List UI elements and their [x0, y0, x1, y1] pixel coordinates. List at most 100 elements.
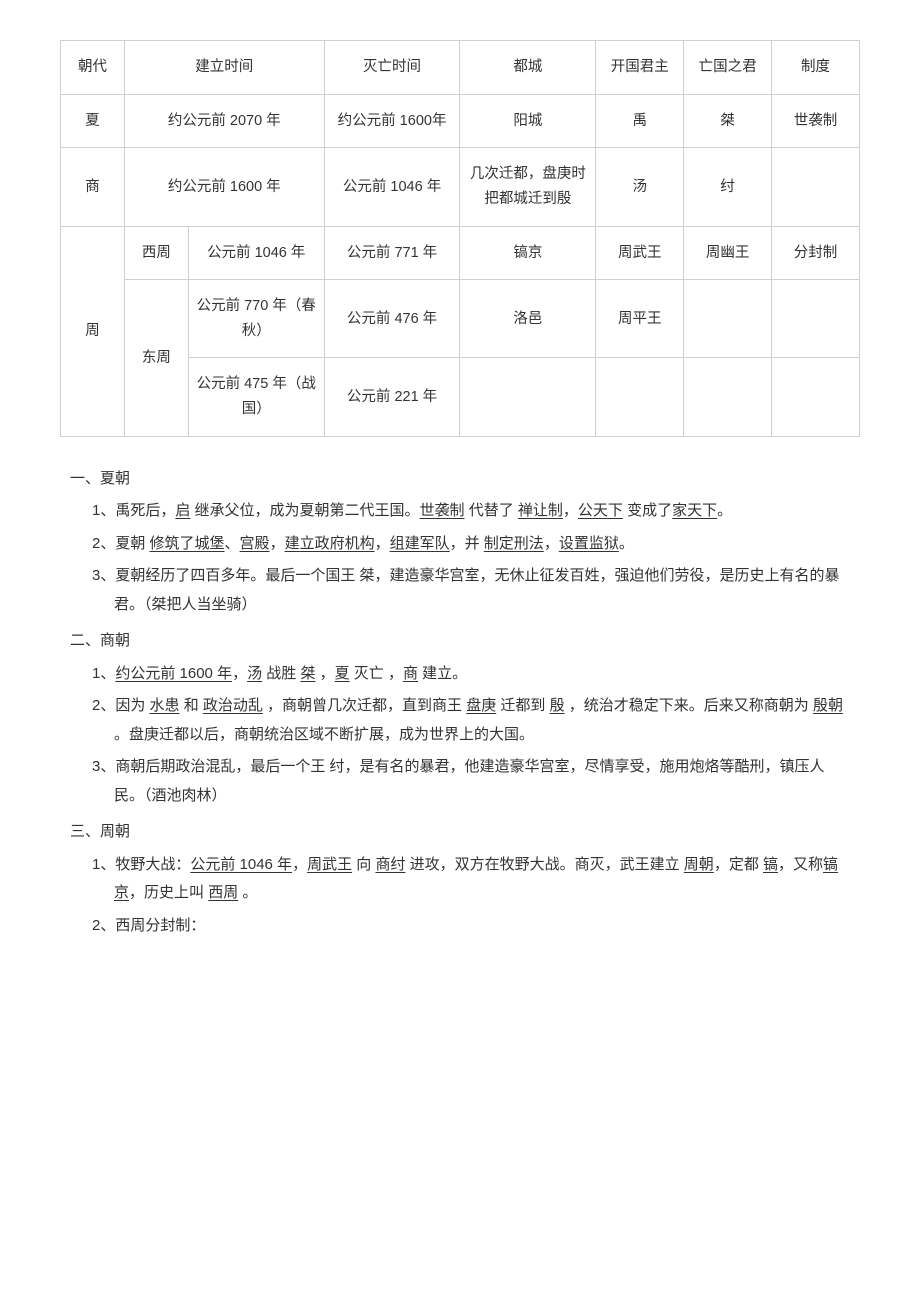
cell: 汤	[596, 148, 684, 226]
cell: 夏	[61, 94, 125, 148]
shang-item-1: 1、约公元前 1600 年，汤 战胜 桀 ，夏 灭亡 ，商 建立。	[92, 660, 850, 689]
txt: 向	[352, 856, 375, 873]
u: 商	[403, 665, 418, 682]
cell: 纣	[684, 148, 772, 226]
u: 周武王	[307, 856, 352, 873]
u: 商纣	[375, 856, 405, 873]
txt: ，	[544, 535, 559, 552]
u: 汤	[247, 665, 262, 682]
u: 公元前 1046 年	[190, 856, 292, 873]
u: 盘庚	[466, 697, 496, 714]
cell: 镐京	[460, 226, 596, 280]
txt: 1、禹死后，	[92, 502, 175, 519]
cell: 东周	[124, 280, 188, 437]
cell: 周平王	[596, 280, 684, 358]
txt: ，	[270, 535, 285, 552]
cell: 约公元前 1600年	[324, 94, 460, 148]
cell: 公元前 770 年（春秋）	[188, 280, 324, 358]
txt: ，	[315, 665, 334, 682]
u: 启	[175, 502, 190, 519]
cell: 桀	[684, 94, 772, 148]
section-zhou-title: 三、周朝	[70, 818, 850, 847]
cell: 世袭制	[772, 94, 860, 148]
cell	[684, 358, 772, 436]
txt: 灭亡 ，	[350, 665, 403, 682]
text-content: 一、夏朝 1、禹死后，启 继承父位，成为夏朝第二代王国。世袭制 代替了 禅让制，…	[60, 465, 860, 941]
cell: 公元前 221 年	[324, 358, 460, 436]
txt: ，统治才稳定下来。后来又称商朝为	[565, 697, 813, 714]
u: 约公元前 1600 年	[115, 665, 232, 682]
u: 制定刑法	[484, 535, 544, 552]
row-xia: 夏 约公元前 2070 年 约公元前 1600年 阳城 禹 桀 世袭制	[61, 94, 860, 148]
txt: ，又称	[778, 856, 823, 873]
u: 桀	[300, 665, 315, 682]
cell	[596, 358, 684, 436]
cell: 西周	[124, 226, 188, 280]
col-capital: 都城	[460, 41, 596, 95]
u: 组建军队	[390, 535, 450, 552]
row-west-zhou: 周 西周 公元前 1046 年 公元前 771 年 镐京 周武王 周幽王 分封制	[61, 226, 860, 280]
u: 禅让制	[518, 502, 563, 519]
txt: ，	[232, 665, 247, 682]
cell	[772, 280, 860, 358]
cell	[460, 358, 596, 436]
cell: 周武王	[596, 226, 684, 280]
u: 殷朝	[813, 697, 843, 714]
cell: 公元前 476 年	[324, 280, 460, 358]
cell	[772, 148, 860, 226]
xia-item-2: 2、夏朝 修筑了城堡、宫殿，建立政府机构，组建军队，并 制定刑法，设置监狱。	[92, 530, 850, 559]
u: 设置监狱	[559, 535, 619, 552]
col-founded: 建立时间	[124, 41, 324, 95]
cell	[772, 358, 860, 436]
txt: ，并	[450, 535, 484, 552]
txt: ，商朝曾几次迁都，直到商王	[263, 697, 466, 714]
txt: ，历史上叫	[129, 884, 208, 901]
u: 水患	[150, 697, 180, 714]
txt: 1、	[92, 665, 115, 682]
xia-item-3: 3、夏朝经历了四百多年。最后一个国王 桀，建造豪华宫室，无休止征发百姓，强迫他们…	[92, 562, 850, 619]
txt: 。	[619, 535, 634, 552]
u: 西周	[208, 884, 238, 901]
section-shang-title: 二、商朝	[70, 627, 850, 656]
txt: 继承父位，成为夏朝第二代王国。	[190, 502, 419, 519]
u: 政治动乱	[203, 697, 263, 714]
col-founder: 开国君主	[596, 41, 684, 95]
txt: 战胜	[262, 665, 300, 682]
txt: 2、因为	[92, 697, 150, 714]
cell: 公元前 1046 年	[324, 148, 460, 226]
cell: 约公元前 2070 年	[124, 94, 324, 148]
txt: 。盘庚迁都以后，商朝统治区域不断扩展，成为世界上的大国。	[114, 726, 534, 743]
cell: 禹	[596, 94, 684, 148]
txt: 和	[180, 697, 203, 714]
col-system: 制度	[772, 41, 860, 95]
table-header-row: 朝代 建立时间 灭亡时间 都城 开国君主 亡国之君 制度	[61, 41, 860, 95]
cell: 周幽王	[684, 226, 772, 280]
txt: 1、牧野大战：	[92, 856, 190, 873]
col-dynasty: 朝代	[61, 41, 125, 95]
zhou-item-1: 1、牧野大战：公元前 1046 年，周武王 向 商纣 进攻，双方在牧野大战。商灭…	[92, 851, 850, 908]
u: 殷	[550, 697, 565, 714]
xia-item-1: 1、禹死后，启 继承父位，成为夏朝第二代王国。世袭制 代替了 禅让制，公天下 变…	[92, 497, 850, 526]
cell: 公元前 771 年	[324, 226, 460, 280]
cell: 分封制	[772, 226, 860, 280]
u: 修筑了城堡	[150, 535, 225, 552]
section-xia-title: 一、夏朝	[70, 465, 850, 494]
u: 世袭制	[420, 502, 465, 519]
cell: 阳城	[460, 94, 596, 148]
cell: 几次迁都，盘庚时把都城迁到殷	[460, 148, 596, 226]
row-shang: 商 约公元前 1600 年 公元前 1046 年 几次迁都，盘庚时把都城迁到殷 …	[61, 148, 860, 226]
u: 夏	[335, 665, 350, 682]
txt: ，	[292, 856, 307, 873]
txt: ，定都	[714, 856, 763, 873]
cell: 公元前 475 年（战国）	[188, 358, 324, 436]
txt: 建立。	[418, 665, 467, 682]
col-last: 亡国之君	[684, 41, 772, 95]
txt: 、	[225, 535, 240, 552]
u: 公天下	[578, 502, 623, 519]
u: 建立政府机构	[285, 535, 375, 552]
cell: 周	[61, 226, 125, 436]
cell: 洛邑	[460, 280, 596, 358]
txt: 进攻，双方在牧野大战。商灭，武王建立	[405, 856, 683, 873]
txt: 代替了	[465, 502, 518, 519]
dynasty-table: 朝代 建立时间 灭亡时间 都城 开国君主 亡国之君 制度 夏 约公元前 2070…	[60, 40, 860, 437]
